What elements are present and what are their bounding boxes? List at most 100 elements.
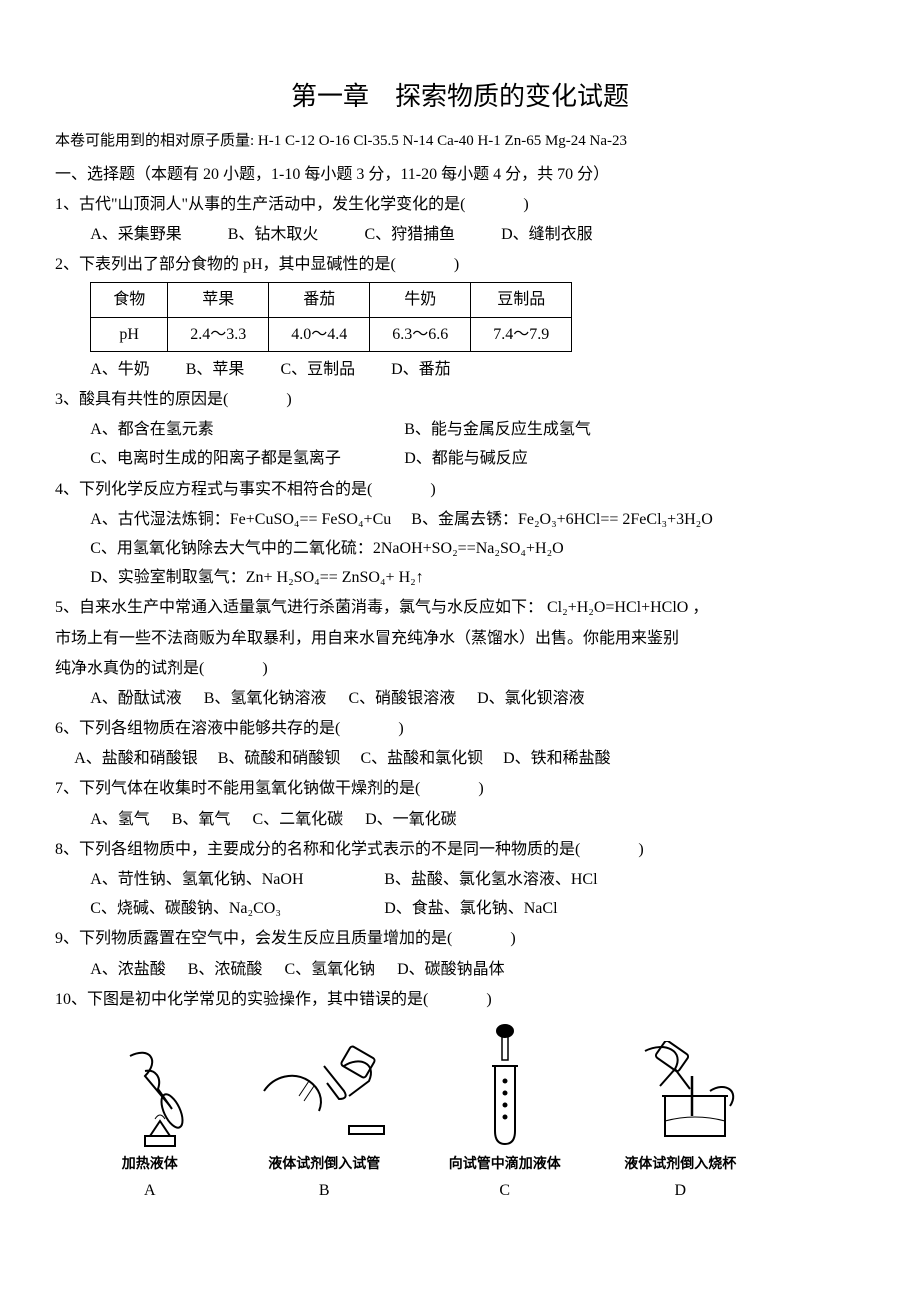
q5-line2: 市场上有一些不法商贩为牟取暴利，用自来水冒充纯净水（蒸馏水）出售。你能用来鉴别 xyxy=(55,625,865,652)
q7-options: A、氢气 B、氧气 C、二氧化碳 D、一氧化碳 xyxy=(55,806,865,833)
atomic-masses: 本卷可能用到的相对原子质量: H-1 C-12 O-16 Cl-35.5 N-1… xyxy=(55,129,865,155)
q3-options-1: A、都含在氢元素 B、能与金属反应生成氢气 xyxy=(55,416,865,443)
q6-opt-a: A、盐酸和硝酸银 xyxy=(74,745,198,772)
q7-opt-d: D、一氧化碳 xyxy=(365,806,457,833)
q3-stem-text: 3、酸具有共性的原因是( xyxy=(55,391,228,408)
q1-opt-b: B、钻木取火 xyxy=(228,221,319,248)
q8-opt-c: C、烧碱、碳酸钠、Na₂CO₃ xyxy=(90,895,380,922)
fig-a-label: 加热液体 xyxy=(122,1153,178,1177)
fig-c-label: 向试管中滴加液体 xyxy=(449,1153,561,1177)
q2-td-apple: 2.4～3.3 xyxy=(168,317,269,351)
q6-opt-c: C、盐酸和氯化钡 xyxy=(360,745,483,772)
fig-b-label: 液体试剂倒入试管 xyxy=(268,1153,380,1177)
q5-opt-d: D、氯化钡溶液 xyxy=(477,685,585,712)
q2-td-tomato: 4.0～4.4 xyxy=(269,317,370,351)
q5-opt-a: A、酚酞试液 xyxy=(90,685,182,712)
q1-opt-c: C、狩猎捕鱼 xyxy=(364,221,455,248)
q6-options: A、盐酸和硝酸银 B、硫酸和硝酸钡 C、盐酸和氯化钡 D、铁和稀盐酸 xyxy=(55,745,865,772)
q2-td-milk: 6.3～6.6 xyxy=(370,317,471,351)
q9-stem: 9、下列物质露置在空气中，会发生反应且质量增加的是() xyxy=(55,925,865,952)
q7-opt-c: C、二氧化碳 xyxy=(252,806,343,833)
fig-c-letter: C xyxy=(499,1177,510,1204)
q6-opt-d: D、铁和稀盐酸 xyxy=(503,745,611,772)
table-row: 食物 苹果 番茄 牛奶 豆制品 xyxy=(91,283,572,317)
q7-opt-b: B、氧气 xyxy=(172,806,231,833)
q5-line1: 5、自来水生产中常通入适量氯气进行杀菌消毒，氯气与水反应如下： Cl₂+H₂O=… xyxy=(55,594,865,621)
fig-a-letter: A xyxy=(144,1177,156,1204)
q2-th-soy: 豆制品 xyxy=(471,283,572,317)
q7-stem: 7、下列气体在收集时不能用氢氧化钠做干燥剂的是() xyxy=(55,775,865,802)
q8-options-1: A、苛性钠、氢氧化钠、NaOH B、盐酸、氯化氢水溶液、HCl xyxy=(55,866,865,893)
q3-opt-b: B、能与金属反应生成氢气 xyxy=(404,421,591,438)
q2-opt-c: C、豆制品 xyxy=(280,356,355,383)
q9-opt-d: D、碳酸钠晶体 xyxy=(397,956,505,983)
q7-opt-a: A、氢气 xyxy=(90,806,150,833)
q2-td-ph: pH xyxy=(91,317,168,351)
q4-opt-c: C、用氢氧化钠除去大气中的二氧化硫：2NaOH+SO₂==Na₂SO₄+H₂O xyxy=(90,540,564,557)
q8-stem-text: 8、下列各组物质中，主要成分的名称和化学式表示的不是同一种物质的是( xyxy=(55,841,580,858)
pour-into-tube-icon xyxy=(249,1041,399,1151)
heating-liquid-icon xyxy=(100,1041,200,1151)
fig-d-letter: D xyxy=(674,1177,686,1204)
q1-opt-d: D、缝制衣服 xyxy=(501,221,593,248)
q7-stem-text: 7、下列气体在收集时不能用氢氧化钠做干燥剂的是( xyxy=(55,780,420,797)
fig-d: 液体试剂倒入烧杯 D xyxy=(610,1041,750,1204)
q4-stem: 4、下列化学反应方程式与事实不相符合的是() xyxy=(55,476,865,503)
q1-opt-a: A、采集野果 xyxy=(90,221,182,248)
fig-d-label: 液体试剂倒入烧杯 xyxy=(624,1153,736,1177)
q10-stem: 10、下图是初中化学常见的实验操作，其中错误的是() xyxy=(55,986,865,1013)
q4-options-2: C、用氢氧化钠除去大气中的二氧化硫：2NaOH+SO₂==Na₂SO₄+H₂O xyxy=(55,535,865,562)
q4-opt-b: B、金属去锈：Fe₂O₃+6HCl== 2FeCl₃+3H₂O xyxy=(411,511,713,528)
q6-opt-b: B、硫酸和硝酸钡 xyxy=(218,745,341,772)
q3-opt-d: D、都能与碱反应 xyxy=(404,450,528,467)
q2-table: 食物 苹果 番茄 牛奶 豆制品 pH 2.4～3.3 4.0～4.4 6.3～6… xyxy=(90,282,572,351)
q9-stem-text: 9、下列物质露置在空气中，会发生反应且质量增加的是( xyxy=(55,930,452,947)
q1-stem-text: 1、古代"山顶洞人"从事的生产活动中，发生化学变化的是( xyxy=(55,196,465,213)
q1-stem: 1、古代"山顶洞人"从事的生产活动中，发生化学变化的是() xyxy=(55,191,865,218)
q8-stem: 8、下列各组物质中，主要成分的名称和化学式表示的不是同一种物质的是() xyxy=(55,836,865,863)
q3-stem: 3、酸具有共性的原因是() xyxy=(55,386,865,413)
q2-th-milk: 牛奶 xyxy=(370,283,471,317)
q4-options-1: A、古代湿法炼铜：Fe+CuSO₄== FeSO₄+Cu B、金属去锈：Fe₂O… xyxy=(55,506,865,533)
q8-options-2: C、烧碱、碳酸钠、Na₂CO₃ D、食盐、氯化钠、NaCl xyxy=(55,895,865,922)
q5-line3-text: 纯净水真伪的试剂是( xyxy=(55,660,204,677)
fig-b: 液体试剂倒入试管 B xyxy=(249,1041,399,1204)
q2-th-apple: 苹果 xyxy=(168,283,269,317)
q4-opt-a: A、古代湿法炼铜：Fe+CuSO₄== FeSO₄+Cu xyxy=(90,511,391,528)
q2-stem: 2、下表列出了部分食物的 pH，其中显碱性的是() xyxy=(55,251,865,278)
q2-th-food: 食物 xyxy=(91,283,168,317)
fig-b-letter: B xyxy=(319,1177,330,1204)
q9-opt-b: B、浓硫酸 xyxy=(188,956,263,983)
q6-stem-text: 6、下列各组物质在溶液中能够共存的是( xyxy=(55,720,340,737)
q2-opt-d: D、番茄 xyxy=(391,356,451,383)
q2-options: A、牛奶 B、苹果 C、豆制品 D、番茄 xyxy=(55,356,865,383)
q3-opt-c: C、电离时生成的阳离子都是氢离子 xyxy=(90,445,400,472)
q6-stem: 6、下列各组物质在溶液中能够共存的是() xyxy=(55,715,865,742)
q3-options-2: C、电离时生成的阳离子都是氢离子 D、都能与碱反应 xyxy=(55,445,865,472)
q4-stem-text: 4、下列化学反应方程式与事实不相符合的是( xyxy=(55,481,372,498)
page-title: 第一章 探索物质的变化试题 xyxy=(55,75,865,119)
q2-th-tomato: 番茄 xyxy=(269,283,370,317)
fig-a: 加热液体 A xyxy=(100,1041,200,1204)
dropper-tube-icon xyxy=(460,1021,550,1151)
q4-opt-d: D、实验室制取氢气：Zn+ H₂SO₄== ZnSO₄+ H₂↑ xyxy=(90,569,424,586)
section-1-heading: 一、选择题（本题有 20 小题，1-10 每小题 3 分，11-20 每小题 4… xyxy=(55,161,865,188)
q5-options: A、酚酞试液 B、氢氧化钠溶液 C、硝酸银溶液 D、氯化钡溶液 xyxy=(55,685,865,712)
q5-opt-b: B、氢氧化钠溶液 xyxy=(204,685,327,712)
q9-opt-c: C、氢氧化钠 xyxy=(284,956,375,983)
pour-into-beaker-icon xyxy=(610,1041,750,1151)
q10-figures: 加热液体 A 液体试剂倒入试管 B 向试管中滴加液体 C xyxy=(75,1021,775,1204)
q3-opt-a: A、都含在氢元素 xyxy=(90,416,400,443)
q1-options: A、采集野果 B、钻木取火 C、狩猎捕鱼 D、缝制衣服 xyxy=(55,221,865,248)
q5-line3: 纯净水真伪的试剂是() xyxy=(55,655,865,682)
q10-stem-text: 10、下图是初中化学常见的实验操作，其中错误的是( xyxy=(55,991,428,1008)
q8-opt-d: D、食盐、氯化钠、NaCl xyxy=(384,900,557,917)
q2-opt-b: B、苹果 xyxy=(186,356,245,383)
q8-opt-a: A、苛性钠、氢氧化钠、NaOH xyxy=(90,866,380,893)
q2-opt-a: A、牛奶 xyxy=(90,356,150,383)
fig-c: 向试管中滴加液体 C xyxy=(449,1021,561,1204)
table-row: pH 2.4～3.3 4.0～4.4 6.3～6.6 7.4～7.9 xyxy=(91,317,572,351)
q8-opt-b: B、盐酸、氯化氢水溶液、HCl xyxy=(384,871,597,888)
q5-opt-c: C、硝酸银溶液 xyxy=(348,685,455,712)
q2-td-soy: 7.4～7.9 xyxy=(471,317,572,351)
